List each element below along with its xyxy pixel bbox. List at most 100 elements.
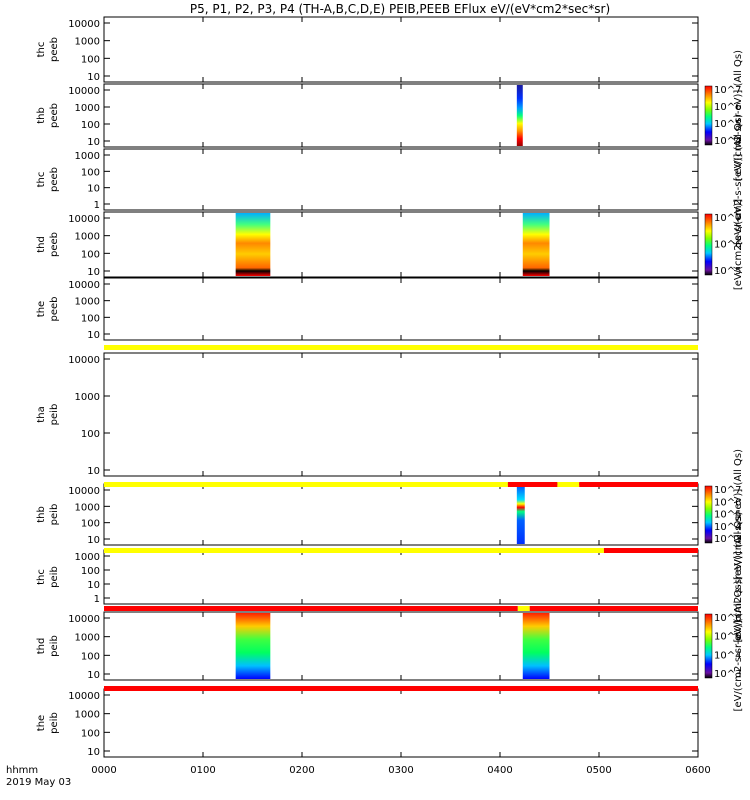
y-tick-label: 10000 <box>68 355 100 366</box>
colorbar-label: [eV/(cm2-s-sr-eV)] (All Qs) <box>733 511 744 642</box>
spectrogram-block-1 <box>235 613 271 679</box>
mode-bar-segment <box>507 482 558 487</box>
x-axis: 0000 0100 0200 0300 0400 0500 0600 <box>91 765 710 776</box>
spectrogram-block-2 <box>522 613 550 679</box>
colorbar-tick-label: 10^4 <box>714 522 741 533</box>
y-tick-label: 10 <box>87 330 100 341</box>
panel-product-label: peib <box>49 504 60 526</box>
panel-the-peeb: 10 100 1000 10000 the peeb <box>36 277 699 341</box>
mode-bar-segment <box>517 606 530 611</box>
panel-frame <box>103 211 699 278</box>
panel-frame <box>103 16 699 83</box>
x-tick-label: 0000 <box>91 765 116 776</box>
y-tick-label: 10 <box>87 747 100 758</box>
y-tick-label: 10 <box>87 184 100 195</box>
mode-bar-3 <box>104 548 698 553</box>
colorbar-tick-label: 10^7 <box>714 485 741 496</box>
colorbar-tick-label: 10^6 <box>714 613 741 624</box>
y-tick-label: 1000 <box>75 103 100 114</box>
panel-thc-peeb: 10 100 1000 10000 thc peeb <box>36 16 699 83</box>
panel-probe-label: tha <box>36 406 47 422</box>
panel-probe-label: thc <box>36 569 47 585</box>
panel-frame <box>103 352 699 477</box>
colorbar-tick-label: 10^5 <box>714 266 741 277</box>
y-tick-label: 100 <box>81 566 100 577</box>
y-tick-label: 100 <box>81 728 100 739</box>
colorbar-tick-label: 10^3 <box>714 534 741 545</box>
x-axis-label-bottom: 2019 May 03 <box>6 777 71 788</box>
panel-probe-label: thd <box>36 236 47 253</box>
panel-product-label: peeb <box>49 37 60 62</box>
panel-frame <box>103 483 699 546</box>
spectrogram-block-2 <box>522 213 550 276</box>
panel-thb-peeb: 10 100 1000 10000 thb peeb 10^4 10^5 10^6 10^7[eV… <box>36 50 744 181</box>
panel-product-label: peib <box>49 635 60 657</box>
colorbar-tick-label: 10^6 <box>714 240 741 251</box>
colorbar-label: [eV/(cm2-s-sr-eV)] <box>733 199 744 290</box>
colorbar-tick-label: 10^4 <box>714 650 741 661</box>
chart-title: P5, P1, P2, P3, P4 (TH-A,B,C,D,E) PEIB,P… <box>190 2 610 16</box>
y-tick-label: 1000 <box>75 37 100 48</box>
y-tick-label: 100 <box>81 54 100 65</box>
colorbar-tick-label: 10^5 <box>714 119 741 130</box>
y-tick-label: 100 <box>81 167 100 178</box>
y-tick-label: 10 <box>87 137 100 148</box>
mode-bars-layer <box>104 345 698 691</box>
mode-bar-1 <box>104 345 698 350</box>
y-tick-label: 1000 <box>75 710 100 721</box>
mode-bar-5 <box>104 686 698 691</box>
mode-bar-segment <box>104 482 508 487</box>
x-axis-label-top: hhmm <box>6 765 38 776</box>
panel-probe-label: the <box>36 715 47 731</box>
y-tick-label: 10000 <box>68 280 100 291</box>
panel-frame <box>103 277 699 341</box>
y-tick-label: 1000 <box>75 552 100 563</box>
colorbar-label: [eV/(cm2-s-sr-eV)] (All Qs) <box>733 114 744 245</box>
colorbar-label: [eV/(cm2-s-sr-eV)] (All Qs) <box>733 449 744 580</box>
y-tick-label: 100 <box>81 249 100 260</box>
y-tick-label: 100 <box>81 120 100 131</box>
y-tick-label: 1000 <box>75 297 100 308</box>
mode-bar-4 <box>104 606 698 611</box>
panel-product-label: peeb <box>49 232 60 257</box>
panel-thd-peeb: 10 100 1000 10000 thd peeb 10^5 10^6 10^7[eV/(cm… <box>36 199 744 290</box>
colorbar <box>704 85 713 146</box>
mode-bar-segment <box>104 686 698 691</box>
x-tick-label: 0400 <box>487 765 512 776</box>
panel-frame <box>103 611 699 681</box>
y-tick-label: 1000 <box>75 232 100 243</box>
x-tick-label: 0200 <box>289 765 314 776</box>
y-tick-label: 10 <box>87 580 100 591</box>
panel-frame <box>103 688 699 758</box>
colorbar-label: [eV/(cm2-s-sr-eV)] (All Qs) <box>733 580 744 711</box>
colorbar-tick-label: 10^7 <box>714 213 741 224</box>
colorbar <box>704 613 713 679</box>
y-tick-label: 100 <box>81 313 100 324</box>
panel-product-label: peeb <box>49 297 60 322</box>
colorbar-tick-label: 10^6 <box>714 497 741 508</box>
panel-frame <box>103 83 699 148</box>
colorbar-tick-label: 10^5 <box>714 632 741 643</box>
colorbar-tick-label: 10^6 <box>714 102 741 113</box>
y-tick-label: 1000 <box>75 633 100 644</box>
panel-probe-label: thc <box>36 42 47 58</box>
panel-product-label: peib <box>49 404 60 426</box>
y-tick-label: 1000 <box>75 392 100 403</box>
y-tick-label: 1 <box>94 594 100 605</box>
y-tick-label: 1000 <box>75 502 100 513</box>
y-tick-label: 1 <box>94 200 100 211</box>
y-tick-label: 10000 <box>68 214 100 225</box>
panel-thc-peib: 1 10 100 1000 thc peib [eV/(cm2-s-sr-eV)] (All… <box>36 511 744 642</box>
y-tick-label: 10 <box>87 535 100 546</box>
x-tick-label: 0500 <box>586 765 611 776</box>
y-tick-label: 10 <box>87 72 100 83</box>
panel-probe-label: thb <box>36 506 47 523</box>
colorbar-tick-label: 10^7 <box>714 85 741 96</box>
spectrogram-block-1 <box>516 485 525 544</box>
x-tick-label: 0300 <box>388 765 413 776</box>
y-tick-label: 10000 <box>68 86 100 97</box>
colorbar-tick-label: 10^5 <box>714 510 741 521</box>
panel-probe-label: the <box>36 301 47 317</box>
panel-probe-label: thd <box>36 638 47 655</box>
y-tick-label: 100 <box>81 651 100 662</box>
